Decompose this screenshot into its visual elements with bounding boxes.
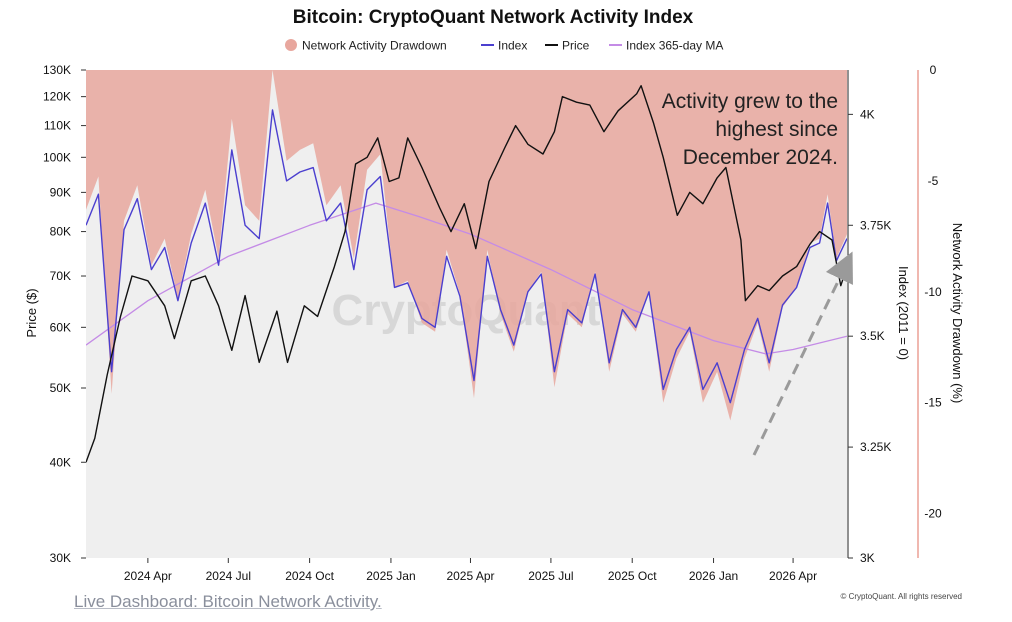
x-tick-label-5: 2025 Jul [528, 569, 573, 583]
index-tick-label-3: 3.25K [860, 440, 891, 454]
price-line-layer [86, 85, 847, 463]
price-tick-label-2: 110K [44, 119, 71, 133]
x-tick-label-8: 2026 Apr [769, 569, 817, 583]
price-tick-label-1: 120K [43, 90, 71, 104]
price-tick-label-0: 130K [43, 63, 71, 77]
index-tick-label-2: 3.5K [860, 329, 885, 343]
x-tick-label-2: 2024 Oct [285, 569, 334, 583]
x-tick-label-0: 2024 Apr [124, 569, 172, 583]
drawdown-tick-label-2: -10 [924, 285, 942, 299]
legend: Network Activity Drawdown Index Price Index… [285, 39, 723, 53]
copyright-text: © CryptoQuant. All rights reserved [841, 592, 963, 601]
drawdown-axis-ticks: 0 -5 -10 -15 -20 [924, 63, 942, 521]
price-axis-label: Price ($) [24, 288, 39, 337]
index-tick-label-0: 4K [860, 107, 875, 121]
index-365-day-ma-line [86, 202, 847, 355]
x-tick-label-7: 2026 Jan [689, 569, 738, 583]
x-tick-label-6: 2025 Oct [608, 569, 657, 583]
chart-title: Bitcoin: CryptoQuant Network Activity In… [293, 7, 694, 28]
index-line-layer [86, 109, 847, 404]
price-tick-label-3: 100K [43, 150, 71, 164]
drawdown-tick-label-4: -20 [924, 507, 942, 521]
drawdown-axis-label: Network Activity Drawdown (%) [950, 223, 965, 404]
price-tick-label-6: 70K [50, 269, 71, 283]
price-tick-label-8: 50K [50, 381, 71, 395]
annotation: Activity grew to the highest since Decem… [662, 90, 838, 169]
price-tick-label-9: 40K [50, 455, 71, 469]
index-axis-label: Index (2011 = 0) [896, 266, 911, 360]
index-axis-ticks: 4K 3.75K 3.5K 3.25K 3K [848, 107, 891, 565]
annotation-line-3: December 2024. [683, 146, 838, 169]
drawdown-tick-label-1: -5 [928, 174, 939, 188]
legend-label-1: Index [498, 39, 527, 53]
x-tick-label-1: 2024 Jul [206, 569, 251, 583]
price-line [86, 85, 847, 463]
legend-label-0: Network Activity Drawdown [302, 39, 447, 53]
live-dashboard-link[interactable]: Live Dashboard: Bitcoin Network Activity… [74, 592, 382, 611]
annotation-line-2: highest since [715, 118, 838, 141]
drawdown-area-layer [86, 70, 847, 421]
legend-dot-0 [285, 39, 297, 51]
index-tick-label-4: 3K [860, 551, 875, 565]
x-tick-label-3: 2025 Jan [366, 569, 415, 583]
price-tick-label-4: 90K [50, 185, 71, 199]
ma-line-layer [86, 202, 847, 355]
legend-label-2: Price [562, 39, 590, 53]
drawdown-tick-label-0: 0 [930, 63, 937, 77]
index-tick-label-1: 3.75K [860, 218, 891, 232]
price-tick-label-7: 60K [50, 320, 71, 334]
drawdown-tick-label-3: -15 [924, 396, 942, 410]
annotation-line-1: Activity grew to the [662, 90, 838, 113]
drawdown-area [86, 70, 847, 421]
price-tick-label-10: 30K [50, 551, 71, 565]
price-axis-ticks: 130K 120K 110K 100K 90K 80K 70K 60K 50K 40K 30K [43, 63, 86, 565]
price-tick-label-5: 80K [50, 225, 71, 239]
legend-label-3: Index 365-day MA [626, 39, 723, 53]
index-line [86, 109, 847, 404]
x-tick-label-4: 2025 Apr [446, 569, 494, 583]
x-axis-ticks: 2024 Apr 2024 Jul 2024 Oct 2025 Jan 2025 Apr… [124, 558, 817, 583]
